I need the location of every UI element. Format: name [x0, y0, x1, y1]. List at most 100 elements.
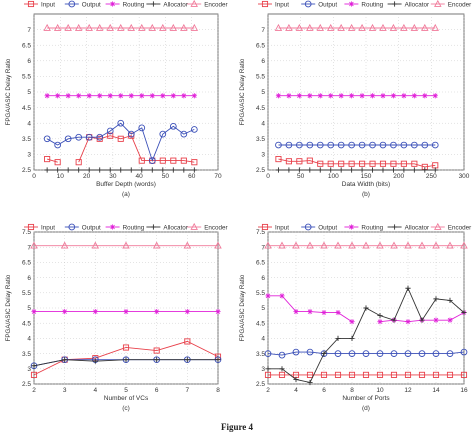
data-point — [91, 241, 100, 249]
data-point — [348, 141, 355, 149]
data-point — [296, 141, 303, 149]
x-tick-label: 10 — [57, 173, 65, 180]
data-point — [334, 350, 342, 357]
data-point — [154, 309, 160, 315]
x-tick-label: 300 — [459, 173, 470, 180]
data-point — [363, 305, 369, 311]
legend-label: Routing — [123, 1, 145, 8]
data-point — [376, 350, 384, 357]
y-tick-label: 6.5 — [22, 42, 31, 49]
data-point — [380, 93, 386, 99]
series-output — [264, 348, 468, 359]
data-point — [127, 130, 135, 138]
data-point — [368, 23, 377, 31]
data-point — [123, 357, 129, 363]
y-tick-label: 3 — [261, 152, 265, 159]
data-point — [348, 350, 356, 357]
data-point — [286, 93, 292, 99]
series-line — [78, 135, 195, 163]
data-point — [149, 167, 155, 173]
data-point — [359, 93, 365, 99]
panel-label: (a) — [122, 191, 130, 198]
data-point — [359, 167, 365, 173]
data-point — [55, 93, 61, 99]
data-point — [401, 167, 407, 173]
data-point — [460, 348, 468, 356]
data-point — [418, 241, 426, 249]
legend: Input Output Routing Allocator Encoder — [258, 0, 471, 8]
data-point — [285, 23, 293, 31]
data-point — [293, 309, 299, 315]
legend-label: Encoder — [448, 1, 471, 8]
data-point — [190, 126, 198, 133]
data-point — [391, 317, 397, 323]
x-axis-label: Buffer Depth (words) — [96, 181, 156, 188]
data-point — [265, 293, 271, 299]
data-point — [55, 167, 61, 173]
data-point — [320, 241, 328, 249]
legend-marker — [261, 223, 269, 231]
data-point — [369, 141, 376, 149]
data-point — [334, 371, 342, 378]
data-point — [431, 23, 440, 31]
data-point — [326, 23, 335, 31]
data-point — [30, 241, 38, 249]
x-axis-label: Number of VCs — [104, 395, 149, 402]
y-tick-label: 6 — [261, 275, 265, 282]
data-point — [316, 141, 324, 149]
y-tick-label: 2.5 — [22, 381, 31, 388]
series-allocator — [44, 167, 197, 173]
x-tick-label: 30 — [109, 173, 117, 180]
data-point — [446, 350, 454, 357]
x-tick-label: 250 — [426, 173, 437, 180]
y-tick-label: 7 — [261, 244, 265, 251]
x-tick-label: 5 — [124, 387, 128, 394]
legend-label: Allocator — [405, 224, 430, 231]
data-point — [264, 350, 272, 357]
data-point — [92, 309, 98, 315]
series-routing — [31, 309, 221, 315]
data-point — [418, 350, 426, 357]
x-tick-label: 4 — [294, 387, 298, 394]
data-point — [316, 23, 325, 31]
data-point — [65, 167, 71, 173]
data-point — [348, 160, 355, 167]
data-point — [432, 371, 440, 378]
x-tick-label: 200 — [393, 173, 404, 180]
data-point — [184, 309, 190, 315]
data-point — [118, 93, 124, 99]
panel-label: (b) — [362, 191, 370, 198]
series-encoder — [264, 241, 468, 249]
y-tick-label: 3 — [27, 152, 31, 159]
y-tick-label: 5 — [27, 89, 31, 96]
data-point — [401, 93, 407, 99]
data-point — [279, 366, 285, 372]
data-point — [296, 93, 302, 99]
data-point — [60, 241, 69, 249]
y-tick-label: 6.5 — [256, 42, 265, 49]
data-point — [215, 357, 221, 363]
legend-marker — [110, 224, 116, 230]
series-encoder — [274, 23, 440, 31]
data-point — [30, 371, 38, 378]
data-point — [170, 167, 176, 173]
data-point — [64, 135, 72, 143]
data-point — [62, 357, 68, 363]
data-point — [348, 371, 356, 378]
legend: Input Output Routing Allocator Encoder — [24, 0, 228, 8]
data-point — [338, 167, 344, 173]
data-point — [390, 141, 397, 149]
data-point — [169, 122, 177, 130]
data-point — [53, 23, 62, 31]
data-point — [338, 160, 345, 167]
y-axis-label: FPGA/ASIC Delay Ratio — [5, 58, 12, 125]
legend-marker — [304, 223, 312, 231]
data-point — [362, 371, 370, 378]
panel-label: (d) — [362, 405, 370, 412]
data-point — [296, 158, 303, 165]
data-point — [348, 241, 356, 249]
data-point — [75, 133, 83, 141]
y-tick-label: 5.5 — [256, 74, 265, 81]
data-point — [411, 93, 417, 99]
